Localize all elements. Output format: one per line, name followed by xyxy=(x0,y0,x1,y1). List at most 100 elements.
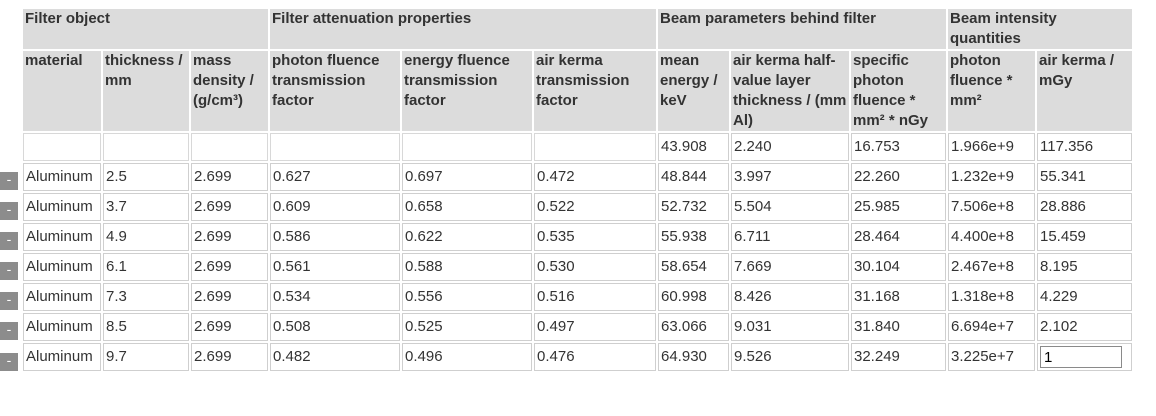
remove-row-button[interactable]: - xyxy=(0,172,18,190)
empty-cell xyxy=(191,133,268,161)
photon-fluence-cell: 1.966e+9 xyxy=(948,133,1035,161)
empty-cell xyxy=(103,133,189,161)
photon-fluence-transmission-cell: 0.534 xyxy=(270,283,400,311)
air-kerma-transmission-cell: 0.497 xyxy=(534,313,656,341)
material-cell: Aluminum xyxy=(23,253,101,281)
hvl-cell: 2.240 xyxy=(731,133,849,161)
air-kerma-transmission-cell: 0.472 xyxy=(534,163,656,191)
empty-cell xyxy=(534,133,656,161)
remove-row-button[interactable]: - xyxy=(0,262,18,280)
mean-energy-cell: 43.908 xyxy=(658,133,729,161)
density-cell: 2.699 xyxy=(191,343,268,371)
column-header-energy-fluence-transmission: energy fluence transmission factor xyxy=(402,51,532,131)
column-header-air-kerma: air kerma / mGy xyxy=(1037,51,1132,131)
group-header-attenuation: Filter attenuation properties xyxy=(270,9,656,49)
column-header-row: material thickness / mm mass density / (… xyxy=(23,51,1132,131)
density-cell: 2.699 xyxy=(191,253,268,281)
air-kerma-cell: 117.356 xyxy=(1037,133,1132,161)
material-cell: Aluminum xyxy=(23,313,101,341)
specific-fluence-cell: 30.104 xyxy=(851,253,946,281)
specific-fluence-cell: 22.260 xyxy=(851,163,946,191)
energy-fluence-transmission-cell: 0.556 xyxy=(402,283,532,311)
mean-energy-cell: 60.998 xyxy=(658,283,729,311)
air-kerma-transmission-cell: 0.530 xyxy=(534,253,656,281)
thickness-cell: 2.5 xyxy=(103,163,189,191)
specific-fluence-cell: 32.249 xyxy=(851,343,946,371)
photon-fluence-transmission-cell: 0.482 xyxy=(270,343,400,371)
air-kerma-transmission-cell: 0.476 xyxy=(534,343,656,371)
filter-row: Aluminum 8.5 2.699 0.508 0.525 0.497 63.… xyxy=(23,313,1132,341)
air-kerma-cell: 8.195 xyxy=(1037,253,1132,281)
group-header-row: Filter object Filter attenuation propert… xyxy=(23,9,1132,49)
empty-cell xyxy=(23,133,101,161)
column-header-thickness: thickness / mm xyxy=(103,51,189,131)
density-cell: 2.699 xyxy=(191,283,268,311)
remove-row-button[interactable]: - xyxy=(0,322,18,340)
mean-energy-cell: 58.654 xyxy=(658,253,729,281)
photon-fluence-cell: 1.318e+8 xyxy=(948,283,1035,311)
column-header-hvl: air kerma half-value layer thickness / (… xyxy=(731,51,849,131)
filter-row: Aluminum 4.9 2.699 0.586 0.622 0.535 55.… xyxy=(23,223,1132,251)
air-kerma-transmission-cell: 0.522 xyxy=(534,193,656,221)
specific-fluence-cell: 28.464 xyxy=(851,223,946,251)
photon-fluence-cell: 7.506e+8 xyxy=(948,193,1035,221)
energy-fluence-transmission-cell: 0.622 xyxy=(402,223,532,251)
remove-row-button[interactable]: - xyxy=(0,292,18,310)
photon-fluence-transmission-cell: 0.609 xyxy=(270,193,400,221)
density-cell: 2.699 xyxy=(191,193,268,221)
thickness-cell: 7.3 xyxy=(103,283,189,311)
material-cell: Aluminum xyxy=(23,283,101,311)
air-kerma-transmission-cell: 0.516 xyxy=(534,283,656,311)
thickness-cell: 4.9 xyxy=(103,223,189,251)
air-kerma-cell: 2.102 xyxy=(1037,313,1132,341)
hvl-cell: 9.031 xyxy=(731,313,849,341)
density-cell: 2.699 xyxy=(191,223,268,251)
material-cell: Aluminum xyxy=(23,343,101,371)
hvl-cell: 8.426 xyxy=(731,283,849,311)
photon-fluence-transmission-cell: 0.508 xyxy=(270,313,400,341)
hvl-cell: 5.504 xyxy=(731,193,849,221)
filter-results-table: Filter object Filter attenuation propert… xyxy=(21,7,1134,373)
photon-fluence-transmission-cell: 0.627 xyxy=(270,163,400,191)
photon-fluence-cell: 6.694e+7 xyxy=(948,313,1035,341)
specific-fluence-cell: 16.753 xyxy=(851,133,946,161)
unfiltered-beam-row: 43.908 2.240 16.753 1.966e+9 117.356 xyxy=(23,133,1132,161)
column-header-photon-fluence: photon fluence * mm² xyxy=(948,51,1035,131)
material-cell: Aluminum xyxy=(23,223,101,251)
specific-fluence-cell: 25.985 xyxy=(851,193,946,221)
air-kerma-input[interactable] xyxy=(1040,346,1122,368)
energy-fluence-transmission-cell: 0.525 xyxy=(402,313,532,341)
group-header-beam-parameters: Beam parameters behind filter xyxy=(658,9,946,49)
density-cell: 2.699 xyxy=(191,163,268,191)
air-kerma-cell: 28.886 xyxy=(1037,193,1132,221)
air-kerma-cell: 15.459 xyxy=(1037,223,1132,251)
column-header-photon-fluence-transmission: photon fluence transmission factor xyxy=(270,51,400,131)
column-header-mass-density: mass density / (g/cm³) xyxy=(191,51,268,131)
air-kerma-transmission-cell: 0.535 xyxy=(534,223,656,251)
group-header-intensity: Beam intensity quantities xyxy=(948,9,1132,49)
filter-row: Aluminum 9.7 2.699 0.482 0.496 0.476 64.… xyxy=(23,343,1132,371)
thickness-cell: 3.7 xyxy=(103,193,189,221)
remove-row-button[interactable]: - xyxy=(0,202,18,220)
remove-row-button[interactable]: - xyxy=(0,232,18,250)
group-header-filter-object: Filter object xyxy=(23,9,268,49)
thickness-cell: 8.5 xyxy=(103,313,189,341)
density-cell: 2.699 xyxy=(191,313,268,341)
energy-fluence-transmission-cell: 0.697 xyxy=(402,163,532,191)
mean-energy-cell: 64.930 xyxy=(658,343,729,371)
photon-fluence-cell: 4.400e+8 xyxy=(948,223,1035,251)
remove-row-button[interactable]: - xyxy=(0,353,18,371)
mean-energy-cell: 52.732 xyxy=(658,193,729,221)
photon-fluence-transmission-cell: 0.586 xyxy=(270,223,400,251)
mean-energy-cell: 55.938 xyxy=(658,223,729,251)
hvl-cell: 7.669 xyxy=(731,253,849,281)
filter-row: Aluminum 6.1 2.699 0.561 0.588 0.530 58.… xyxy=(23,253,1132,281)
material-cell: Aluminum xyxy=(23,163,101,191)
air-kerma-cell: 4.229 xyxy=(1037,283,1132,311)
material-cell: Aluminum xyxy=(23,193,101,221)
mean-energy-cell: 48.844 xyxy=(658,163,729,191)
energy-fluence-transmission-cell: 0.496 xyxy=(402,343,532,371)
specific-fluence-cell: 31.840 xyxy=(851,313,946,341)
thickness-cell: 6.1 xyxy=(103,253,189,281)
thickness-cell: 9.7 xyxy=(103,343,189,371)
